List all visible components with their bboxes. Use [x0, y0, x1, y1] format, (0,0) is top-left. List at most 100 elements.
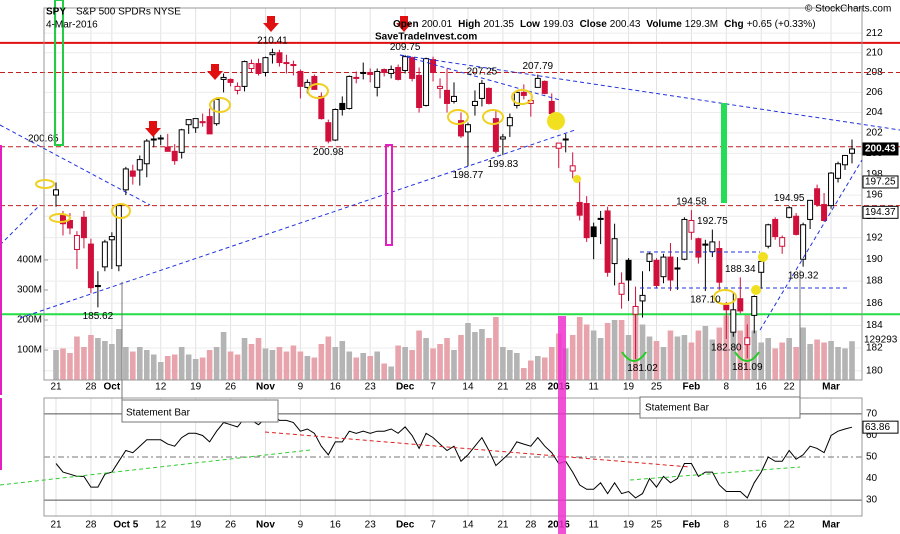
volume-bar — [590, 330, 597, 380]
down-arrow — [207, 64, 223, 80]
candle-body — [374, 70, 381, 88]
x-tick-label: Nov — [256, 520, 275, 531]
y-tick-label: 192 — [866, 232, 883, 243]
price-panel-frame — [43, 7, 863, 381]
highlight — [307, 83, 329, 99]
candle-body — [660, 256, 667, 278]
price-label: 194.58 — [676, 197, 707, 208]
green-marker — [54, 0, 64, 146]
candle-body — [430, 59, 437, 73]
x-tick-label: 16 — [330, 382, 342, 393]
trend-line — [0, 204, 41, 246]
volume-bar — [304, 356, 311, 380]
volume-bar — [765, 338, 772, 380]
candle-body — [150, 138, 157, 141]
candle-body — [199, 121, 206, 124]
x-tick-label: Feb — [683, 382, 701, 393]
statement-box — [639, 396, 801, 419]
annotation-text: Statement Bar — [126, 408, 191, 419]
candle-body — [765, 224, 772, 247]
candle-body — [262, 57, 269, 73]
candle-body — [164, 146, 171, 152]
rsi-tick-label: 40 — [866, 473, 878, 484]
volume-bar — [507, 350, 513, 380]
volume-bar — [653, 341, 660, 380]
price-label: 192.75 — [697, 216, 728, 227]
readout: 194.37 — [865, 207, 896, 218]
volume-bar — [157, 362, 164, 380]
dot — [751, 285, 761, 295]
price-label: 187.10 — [690, 295, 721, 306]
candle-body — [101, 241, 108, 268]
volume-readout: 129293 — [864, 335, 898, 346]
volume-bar — [123, 347, 129, 380]
candle-body — [800, 224, 807, 260]
volume-bar — [793, 347, 799, 380]
x-tick-label: 8 — [724, 520, 730, 531]
readout: 200.43 — [865, 144, 896, 155]
rsi-panel-frame — [43, 397, 863, 517]
x-tick-label: Oct — [104, 382, 121, 393]
highlight — [511, 89, 533, 105]
candle-body — [828, 172, 835, 207]
volume-bar — [374, 351, 380, 380]
volume-bar — [674, 336, 681, 380]
candle-body — [807, 199, 814, 220]
candle-body — [136, 159, 143, 171]
candle-body — [129, 170, 136, 177]
volume-bar — [269, 350, 276, 380]
x-tick-label: 26 — [225, 382, 237, 393]
volume-bar — [290, 345, 297, 380]
candle-body — [681, 218, 688, 260]
candle-body — [234, 85, 241, 91]
candle-body — [611, 238, 618, 265]
volume-bar — [74, 336, 80, 380]
candle-body — [157, 137, 164, 140]
candle-body — [388, 68, 395, 74]
x-tick-label: 19 — [190, 382, 202, 393]
x-tick-label: 25 — [651, 382, 663, 393]
candle-body — [499, 136, 506, 140]
candle-body — [59, 214, 66, 225]
volume-tick-label: 100M — [17, 345, 42, 356]
quote-value: +0.65 (+0.33%) — [747, 19, 816, 30]
volume-bar — [367, 356, 374, 380]
x-tick-label: 19 — [623, 520, 635, 531]
volume-bar — [800, 327, 806, 380]
volume-bar — [81, 347, 87, 380]
candle-body — [835, 163, 842, 179]
candle-body — [653, 259, 660, 286]
x-tick-label: 9 — [298, 382, 304, 393]
volume-bar — [213, 347, 220, 380]
candle-body — [437, 85, 444, 89]
quote-label: Chg — [724, 19, 743, 30]
volume-bar — [102, 341, 108, 380]
candle-body — [248, 63, 255, 69]
highlight — [111, 203, 131, 219]
candle-body — [178, 129, 185, 153]
price-label: 181.02 — [627, 363, 658, 374]
candle-body — [702, 243, 709, 246]
y-tick-label: 180 — [866, 365, 883, 376]
y-tick-label: 202 — [866, 128, 883, 139]
volume-bar — [723, 315, 730, 380]
candle-body — [471, 100, 478, 106]
security-name: S&P 500 SPDRs NYSE — [76, 7, 181, 18]
candle-body — [576, 201, 583, 216]
volume-bar — [730, 327, 737, 380]
volume-bar — [185, 354, 192, 380]
price-label: 198.77 — [453, 170, 484, 181]
candle-body — [793, 215, 800, 235]
candle-body — [597, 217, 604, 220]
quote-label: High — [458, 19, 480, 30]
candle-body — [409, 57, 416, 79]
green-marker — [721, 103, 727, 203]
candle-body — [416, 74, 423, 108]
x-tick-label: Nov — [256, 382, 275, 393]
volume-bar — [171, 354, 178, 380]
volume-bar — [311, 357, 318, 380]
candle-body — [842, 154, 849, 166]
volume-bar — [339, 341, 346, 380]
x-tick-label: 7 — [430, 520, 436, 531]
